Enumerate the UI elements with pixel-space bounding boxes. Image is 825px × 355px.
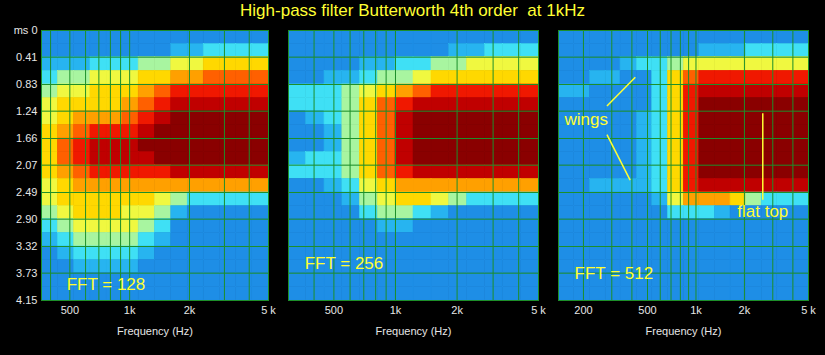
svg-text:FFT = 256: FFT = 256 [305, 254, 384, 273]
svg-text:5 k: 5 k [261, 304, 276, 316]
svg-text:FFT = 512: FFT = 512 [575, 264, 654, 283]
svg-text:Frequency (Hz): Frequency (Hz) [376, 325, 452, 337]
svg-text:2.49: 2.49 [16, 186, 37, 198]
svg-text:FFT = 128: FFT = 128 [67, 275, 146, 294]
svg-text:5 k: 5 k [531, 304, 546, 316]
svg-text:1k: 1k [124, 304, 136, 316]
svg-text:200: 200 [574, 304, 592, 316]
svg-text:2k: 2k [739, 304, 751, 316]
svg-text:Frequency (Hz): Frequency (Hz) [646, 325, 722, 337]
svg-text:flat top: flat top [737, 202, 788, 221]
svg-text:500: 500 [61, 304, 79, 316]
svg-text:ms 0: ms 0 [14, 24, 38, 36]
svg-text:3.73: 3.73 [16, 267, 37, 279]
html-text:High-pass filter Butterworth 4: High-pass filter Butterworth 4th order a… [240, 1, 585, 20]
svg-text:Frequency (Hz): Frequency (Hz) [117, 325, 193, 337]
svg-text:2.07: 2.07 [16, 159, 37, 171]
svg-text:3.32: 3.32 [16, 240, 37, 252]
svg-text:0.83: 0.83 [16, 78, 37, 90]
svg-text:4.15: 4.15 [16, 294, 37, 306]
svg-text:1k: 1k [390, 304, 402, 316]
svg-text:2.90: 2.90 [16, 213, 37, 225]
svg-text:0.41: 0.41 [16, 51, 37, 63]
svg-text:5 k: 5 k [801, 304, 816, 316]
svg-text:500: 500 [638, 304, 656, 316]
svg-text:1.24: 1.24 [16, 105, 37, 117]
svg-text:2k: 2k [184, 304, 196, 316]
svg-text:500: 500 [325, 304, 343, 316]
svg-text:1.66: 1.66 [16, 132, 37, 144]
svg-text:2k: 2k [451, 304, 463, 316]
svg-text:1k: 1k [690, 304, 702, 316]
svg-text:wings: wings [563, 110, 607, 129]
